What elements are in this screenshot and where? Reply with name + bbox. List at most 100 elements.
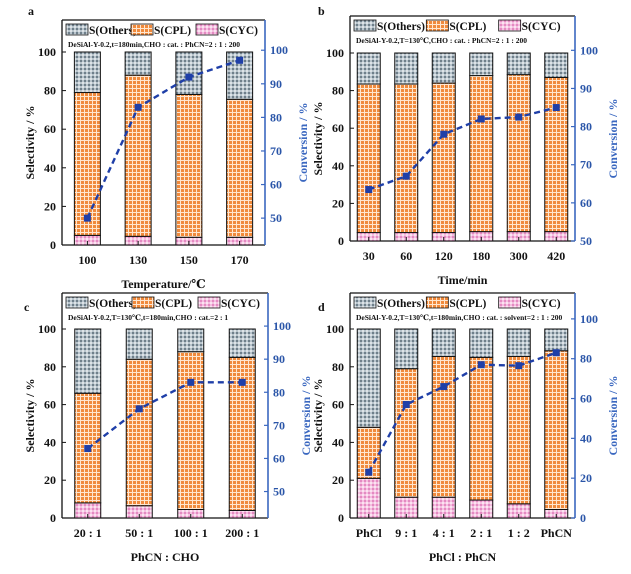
right-tick-label: 80 — [270, 110, 282, 124]
panel-c: c 0 20 40 60 80 100 50 60 70 80 90 100 Selectivity / … — [23, 292, 313, 564]
bar-segment-scpl — [73, 92, 101, 236]
bar-segment-sothers — [544, 328, 569, 352]
y-axis-label: Selectivity / % — [311, 379, 325, 453]
condition-text: DeSiAl-Y-0.2,T=130℃,t=180min,CHO : cat.=… — [68, 313, 228, 322]
panel-letter: c — [24, 300, 30, 314]
right-tick-label: 90 — [273, 352, 285, 366]
left-tick-label: 80 — [332, 360, 344, 374]
legend-swatch-scpl — [425, 19, 449, 32]
legend-label: S(CPL) — [154, 25, 191, 37]
left-tick-label: 0 — [338, 511, 344, 525]
bar-segment-sothers — [177, 328, 205, 353]
conversion-line — [367, 351, 557, 473]
right-tick-label: 100 — [580, 43, 598, 57]
bar-segment-sothers — [228, 328, 256, 358]
x-axis-label: Time/min — [438, 273, 488, 287]
conversion-point — [515, 362, 523, 370]
category-label: 50 : 1 — [125, 526, 153, 540]
legend-label: S(CPL) — [449, 298, 486, 310]
left-tick-label: 20 — [44, 199, 56, 213]
bar-segment-scpl — [226, 98, 254, 238]
bar-segment-sothers — [356, 328, 381, 428]
legend-swatch-sothers — [353, 296, 377, 309]
legend-swatch-scyc — [195, 23, 219, 36]
right-tick-label: 60 — [270, 178, 282, 192]
legend-label: S(CYC) — [221, 298, 260, 310]
left-tick-label: 100 — [38, 322, 56, 336]
legend-label: S(CYC) — [522, 21, 561, 33]
category-label: 200 : 1 — [225, 526, 259, 540]
right-tick-label: 90 — [580, 81, 592, 95]
category-label: 150 — [180, 253, 198, 267]
legend-swatch-scyc — [498, 296, 522, 309]
category-label: 170 — [231, 253, 249, 267]
bar-segment-sothers — [394, 328, 419, 370]
bar-segment-sothers — [506, 52, 531, 76]
conversion-point — [134, 103, 142, 111]
right-tick-label: 80 — [580, 352, 592, 366]
conversion-point — [83, 214, 91, 222]
category-label: 2 : 1 — [470, 526, 492, 540]
bar-segment-sothers — [356, 52, 381, 85]
right-tick-label: 80 — [273, 385, 285, 399]
legend-swatch-sothers — [65, 296, 89, 309]
category-label: 60 — [400, 249, 412, 263]
left-tick-label: 80 — [44, 360, 56, 374]
bar-segment-sothers — [469, 52, 494, 77]
legend-label: S(CYC) — [522, 298, 561, 310]
legend-swatch-scyc — [197, 296, 221, 309]
legend-label: S(Others) — [377, 298, 425, 310]
left-tick-label: 20 — [44, 473, 56, 487]
conversion-line — [87, 381, 243, 450]
bar-segment-sothers — [469, 328, 494, 358]
bar-segment-scpl — [394, 368, 419, 498]
legend-label: S(Others) — [377, 21, 425, 33]
panel-letter: b — [318, 4, 325, 18]
bar-segment-scpl — [124, 74, 152, 237]
category-label: 30 — [363, 249, 375, 263]
y-axis-right-label: Conversion / % — [606, 98, 620, 178]
y-axis-right-label: Conversion / % — [606, 375, 620, 455]
left-tick-label: 60 — [44, 122, 56, 136]
conversion-point — [365, 468, 373, 476]
right-tick-label: 40 — [580, 431, 592, 445]
bar-segment-sothers — [74, 328, 102, 394]
bar-segment-scpl — [544, 350, 569, 510]
left-tick-label: 20 — [332, 196, 344, 210]
panel-letter: d — [318, 300, 325, 314]
right-tick-label: 100 — [273, 319, 291, 333]
bar-segment-sothers — [544, 52, 569, 78]
bar-segment-scyc — [356, 477, 381, 519]
bar-segment-scpl — [175, 93, 203, 238]
right-tick-label: 50 — [273, 485, 285, 499]
legend-swatch-scpl — [130, 23, 154, 36]
left-tick-label: 100 — [326, 46, 344, 60]
bar-segment-sothers — [431, 52, 456, 84]
category-label: 420 — [547, 249, 565, 263]
right-tick-label: 80 — [580, 120, 592, 134]
panel-b: b 0 20 40 60 80 100 50 60 70 80 90 100 Selectivity / … — [311, 4, 620, 287]
bar-segment-scpl — [544, 76, 569, 233]
right-tick-label: 100 — [580, 312, 598, 326]
conversion-point — [440, 383, 448, 391]
legend-label: S(CPL) — [449, 21, 486, 33]
left-tick-label: 0 — [338, 234, 344, 248]
left-tick-label: 0 — [50, 511, 56, 525]
bar-segment-scpl — [356, 83, 381, 234]
left-tick-label: 80 — [44, 84, 56, 98]
right-tick-label: 70 — [273, 418, 285, 432]
condition-text: DeSiAl-Y-0.2,T=130℃,t=180min,CHO : cat. … — [356, 313, 563, 322]
bar-segment-scpl — [394, 83, 419, 234]
left-tick-label: 40 — [332, 435, 344, 449]
right-tick-label: 70 — [270, 144, 282, 158]
x-axis-label: PhCN : CHO — [131, 550, 200, 564]
y-axis-right-label: Conversion / % — [296, 102, 310, 182]
bar-segment-scpl — [469, 75, 494, 233]
legend-swatch-sothers — [353, 19, 377, 32]
category-label: 4 : 1 — [433, 526, 455, 540]
legend-swatch-scpl — [131, 296, 155, 309]
right-tick-label: 60 — [580, 392, 592, 406]
conversion-point — [552, 349, 560, 357]
left-tick-label: 100 — [38, 45, 56, 59]
